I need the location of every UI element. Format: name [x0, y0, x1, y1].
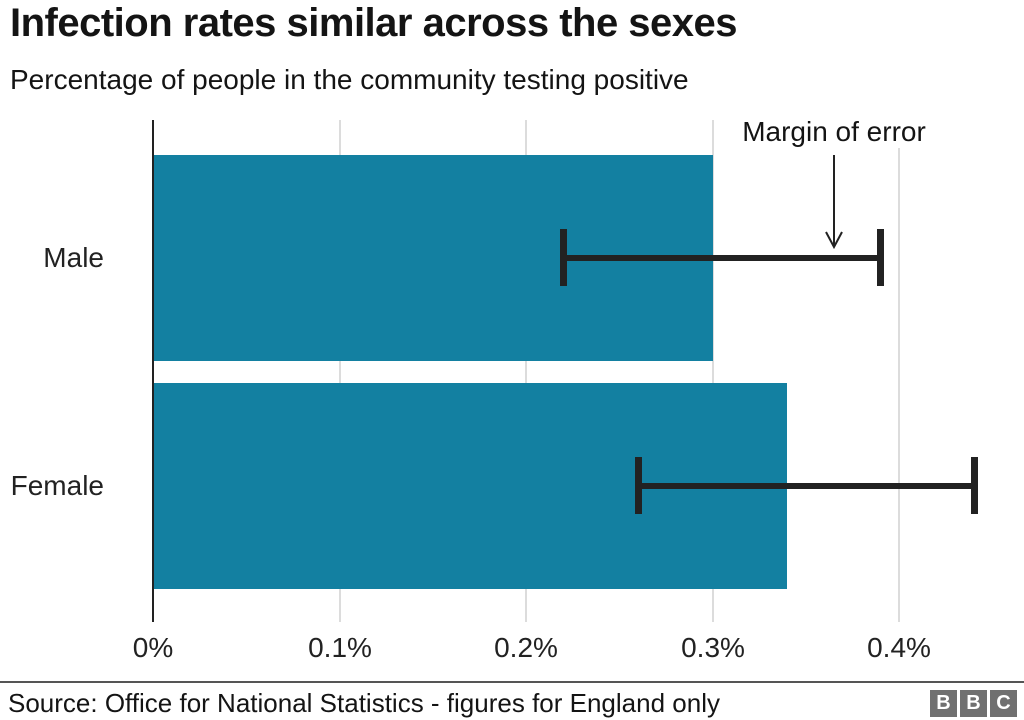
- category-label-female: Female: [10, 470, 104, 501]
- x-tick-label: 0%: [132, 632, 174, 663]
- x-tick-label: 0.4%: [867, 632, 931, 663]
- gridline: [339, 120, 341, 622]
- error-bar-cap-low: [560, 229, 567, 286]
- gridline: [525, 120, 527, 622]
- x-tick-label: 0.2%: [494, 632, 558, 663]
- footer-divider: [0, 681, 1024, 683]
- error-bar-female: [638, 483, 974, 489]
- y-axis-line: [152, 120, 154, 622]
- x-tick-label: 0.3%: [681, 632, 745, 663]
- gridline: [898, 120, 900, 622]
- bbc-logo-block-b1: B: [930, 690, 957, 717]
- x-tick-label: 0.1%: [308, 632, 372, 663]
- gridline: [712, 120, 714, 622]
- source-text: Source: Office for National Statistics -…: [8, 688, 720, 718]
- bbc-logo-block-c: C: [990, 690, 1017, 717]
- category-label-male: Male: [43, 242, 104, 273]
- error-bar-cap-high: [877, 229, 884, 286]
- error-bar-cap-high: [971, 457, 978, 514]
- margin-of-error-arrow-icon: [825, 155, 843, 250]
- chart-subtitle: Percentage of people in the community te…: [10, 64, 689, 95]
- page-title: Infection rates similar across the sexes: [10, 1, 738, 45]
- error-bar-cap-low: [635, 457, 642, 514]
- error-bar-male: [563, 255, 880, 261]
- bbc-logo: B B C: [930, 690, 1017, 717]
- bbc-logo-block-b2: B: [960, 690, 987, 717]
- margin-of-error-label: Margin of error: [737, 116, 931, 148]
